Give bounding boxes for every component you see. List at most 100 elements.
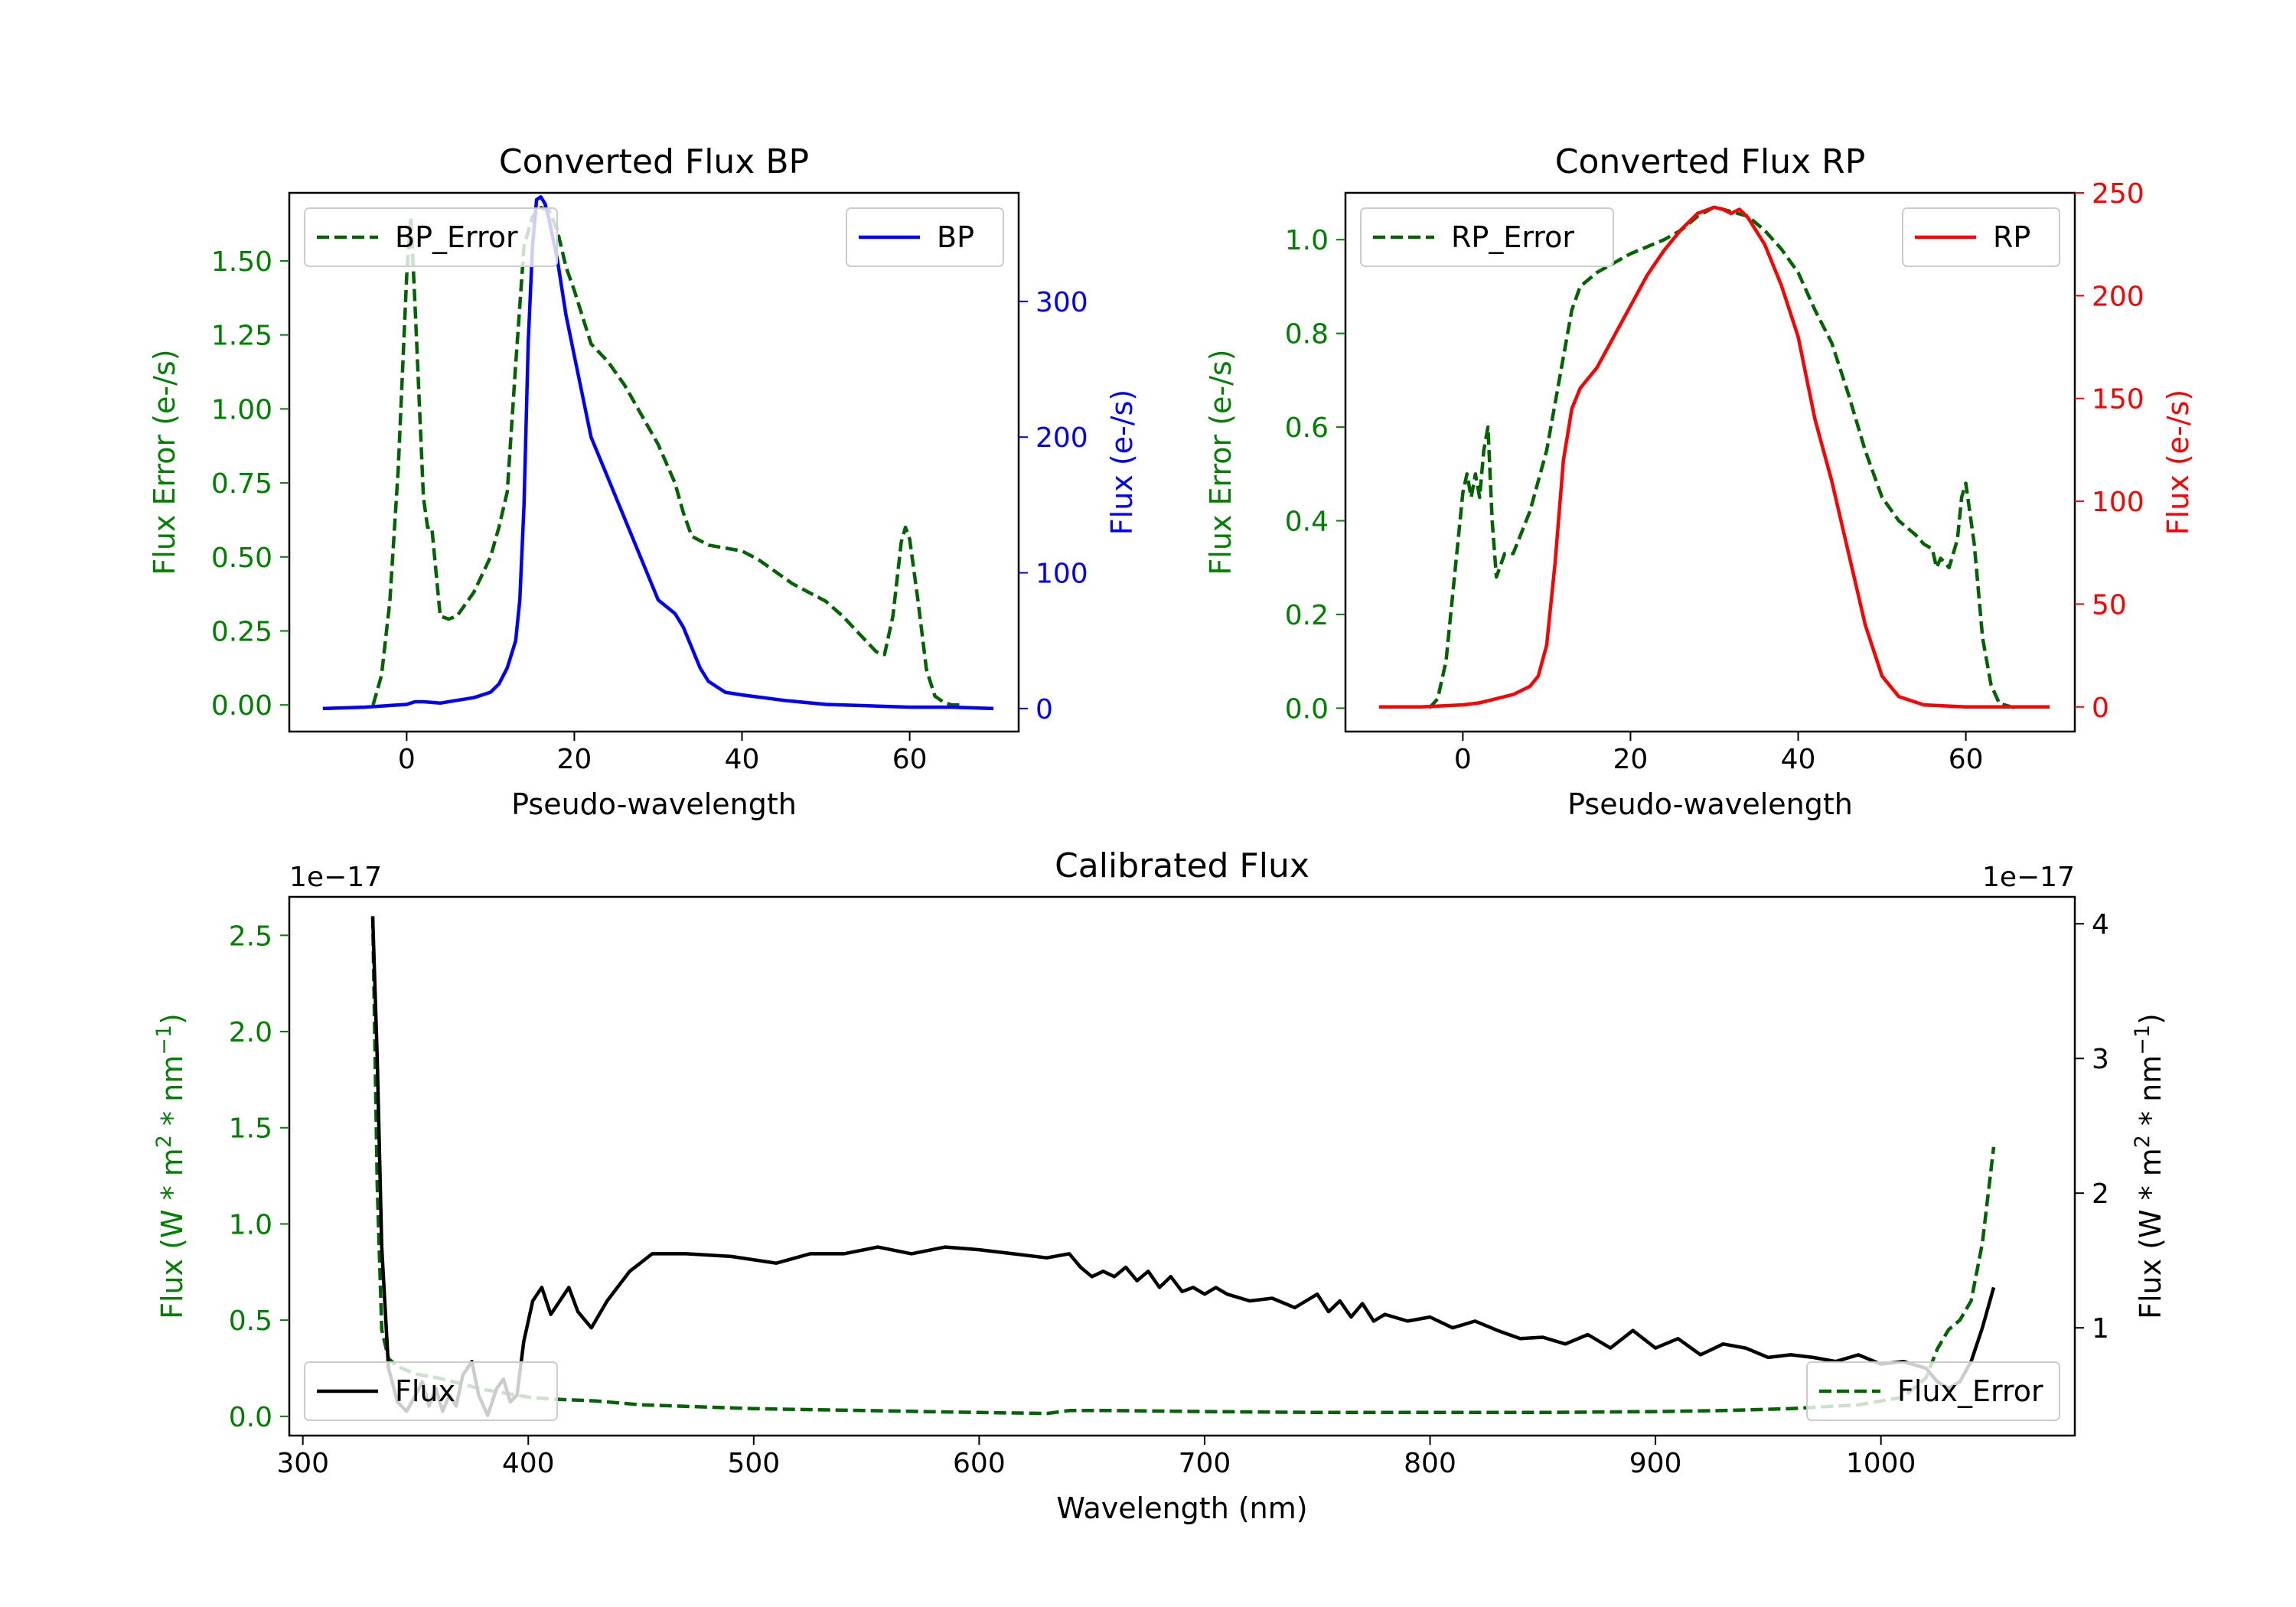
legend-rp-error: RP_Error <box>1360 207 1614 267</box>
legend-box <box>1902 207 2060 267</box>
panel-2: 0 20 40 60 0.0 0.2 0.4 0.6 0.8 1.0 0 50 100 150 200 250… <box>1204 142 2195 821</box>
y-left-tick-label: 1.0 <box>1285 225 1329 256</box>
x-tick-label: 800 <box>1404 1448 1456 1479</box>
x-tick-label: 400 <box>502 1448 555 1479</box>
y-left-label-part: ) <box>155 1013 189 1025</box>
chart-title: Converted Flux RP <box>1555 142 1866 181</box>
legend-box <box>304 207 558 267</box>
y-right-tick-label: 3 <box>2092 1044 2109 1075</box>
y-left-tick-label: 1.0 <box>229 1209 272 1240</box>
x-tick-label: 1000 <box>1846 1448 1916 1479</box>
x-tick-label: 40 <box>1781 744 1816 775</box>
legend-bp: BP <box>846 207 1004 267</box>
legend-label: RP_Error <box>1451 220 1574 254</box>
series-line-rp <box>1378 205 2050 709</box>
panel-1: 0 20 40 60 0.00 0.25 0.50 0.75 1.00 1.25 1.50 0 100 2… <box>148 142 1139 821</box>
x-tick-label: 20 <box>557 744 592 775</box>
y-left-tick-label: 2.0 <box>229 1017 272 1048</box>
y-left-tick-label: 0.2 <box>1285 600 1329 631</box>
chart-title: Calibrated Flux <box>1055 846 1309 885</box>
x-axis-label: Pseudo-wavelength <box>511 787 797 821</box>
y-right-offset-text: 1e−17 <box>1982 862 2075 893</box>
y-right-tick-label: 1 <box>2092 1313 2109 1345</box>
y-left-tick-label: 0.00 <box>211 690 272 722</box>
legend-label: BP_Error <box>395 220 518 254</box>
y-right-tick-label: 100 <box>2092 487 2144 518</box>
x-tick-label: 20 <box>1613 744 1649 775</box>
y-left-tick-label: 1.5 <box>229 1113 272 1145</box>
y-right-tick-label: 300 <box>1035 287 1088 318</box>
x-axis-label: Wavelength (nm) <box>1056 1491 1307 1525</box>
legend-box <box>1360 207 1614 267</box>
y-left-tick-label: 1.00 <box>211 394 272 425</box>
legend-label: Flux_Error <box>1897 1374 2043 1408</box>
y-right-axis-label: Flux (W * m2 * nm−1) <box>2131 1013 2168 1319</box>
x-tick-label: 600 <box>953 1448 1006 1479</box>
x-tick-label: 500 <box>727 1448 780 1479</box>
legend-rp: RP <box>1902 207 2060 267</box>
legend-label: RP <box>1993 220 2030 254</box>
axes-frame <box>288 191 1020 733</box>
x-tick-label: 300 <box>276 1448 329 1479</box>
y-left-offset-text: 1e−17 <box>289 862 382 893</box>
y-left-tick-label: 2.5 <box>229 921 272 952</box>
y-right-tick-label: 0 <box>2092 693 2109 724</box>
y-left-tick-label: 0.50 <box>211 543 272 574</box>
y-right-label-part: −1 <box>2131 1025 2154 1055</box>
legend-label: BP <box>937 220 974 254</box>
y-left-tick-label: 0.5 <box>229 1305 272 1337</box>
y-right-tick-label: 200 <box>2092 281 2144 312</box>
legend-box <box>846 207 1004 267</box>
y-right-axis-label: Flux (e-/s) <box>2161 390 2195 535</box>
y-right-tick-label: 0 <box>1035 694 1053 725</box>
y-left-axis-label: Flux Error (e-/s) <box>1204 349 1238 575</box>
y-right-label-part: 2 <box>2131 1135 2154 1148</box>
y-left-label-part: * nm <box>155 1055 189 1135</box>
axes-frame <box>1344 191 2076 733</box>
y-left-tick-label: 0.6 <box>1285 412 1329 444</box>
y-right-tick-label: 50 <box>2092 589 2127 621</box>
y-left-tick-label: 0.75 <box>211 468 272 500</box>
x-tick-label: 900 <box>1629 1448 1682 1479</box>
legend-label: Flux <box>395 1374 455 1408</box>
y-left-label-part: 2 <box>152 1135 176 1148</box>
y-right-label-part: ) <box>2134 1013 2167 1025</box>
panel-3: 300 400 500 600 700 800 900 1000 0.0 0.5 1.0 1.5 2.0… <box>152 846 2168 1525</box>
legend-flux-error: Flux_Error <box>1806 1361 2060 1421</box>
y-left-tick-label: 0.0 <box>1285 693 1329 725</box>
x-axis-label: Pseudo-wavelength <box>1567 787 1853 821</box>
chart-title: Converted Flux BP <box>499 142 809 181</box>
x-tick-label: 60 <box>892 744 928 775</box>
y-right-tick-label: 2 <box>2092 1178 2109 1210</box>
y-left-tick-label: 0.8 <box>1285 319 1329 350</box>
y-left-label-part: −1 <box>152 1025 176 1055</box>
axes-frame <box>288 895 2076 1437</box>
y-right-label-part: * nm <box>2134 1055 2167 1135</box>
y-right-tick-label: 4 <box>2092 909 2109 940</box>
y-right-label-part: Flux (W * m <box>2134 1148 2167 1319</box>
y-right-tick-label: 150 <box>2092 384 2144 416</box>
legend-box <box>1806 1361 2060 1421</box>
y-right-axis-label: Flux (e-/s) <box>1105 390 1139 535</box>
x-tick-label: 0 <box>398 744 416 775</box>
x-tick-label: 60 <box>1949 744 1984 775</box>
y-left-tick-label: 1.50 <box>211 246 272 278</box>
y-right-tick-label: 250 <box>2092 178 2144 210</box>
y-left-tick-label: 1.25 <box>211 321 272 352</box>
y-left-tick-label: 0.25 <box>211 616 272 647</box>
legend-flux: Flux <box>304 1361 558 1421</box>
series-line-bp-error <box>371 206 960 707</box>
y-left-tick-label: 0.0 <box>229 1402 272 1433</box>
y-left-tick-label: 0.4 <box>1285 507 1329 538</box>
y-left-label-part: Flux (W * m <box>155 1148 189 1319</box>
legend-bp-error: BP_Error <box>304 207 558 267</box>
x-tick-label: 700 <box>1179 1448 1231 1479</box>
legend-box <box>304 1361 558 1421</box>
y-right-tick-label: 200 <box>1035 422 1088 454</box>
x-tick-label: 0 <box>1454 744 1472 775</box>
y-left-axis-label: Flux Error (e-/s) <box>148 349 181 575</box>
y-right-tick-label: 100 <box>1035 559 1088 590</box>
x-tick-label: 40 <box>725 744 760 775</box>
y-left-axis-label: Flux (W * m2 * nm−1) <box>152 1013 190 1319</box>
